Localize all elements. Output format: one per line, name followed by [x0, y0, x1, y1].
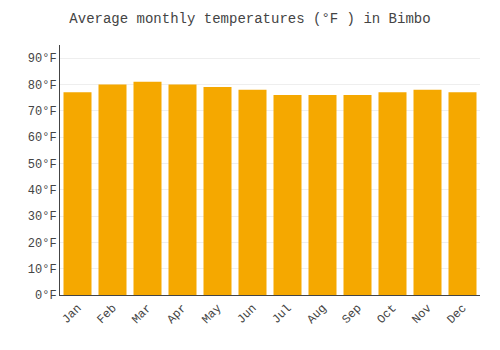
svg-text:50°F: 50°F	[28, 158, 57, 172]
svg-text:Apr: Apr	[164, 302, 189, 327]
svg-text:90°F: 90°F	[28, 52, 57, 66]
svg-text:Feb: Feb	[94, 302, 119, 327]
svg-text:Jan: Jan	[59, 302, 84, 327]
svg-text:Jul: Jul	[269, 302, 294, 327]
svg-text:Average monthly temperatures (: Average monthly temperatures (°F ) in Bi…	[69, 11, 430, 27]
svg-text:70°F: 70°F	[28, 105, 57, 119]
svg-text:40°F: 40°F	[28, 184, 57, 198]
svg-text:Mar: Mar	[129, 302, 154, 327]
svg-text:10°F: 10°F	[28, 263, 57, 277]
svg-text:Oct: Oct	[374, 302, 399, 327]
svg-text:80°F: 80°F	[28, 79, 57, 93]
svg-text:Sep: Sep	[339, 302, 364, 327]
svg-text:60°F: 60°F	[28, 131, 57, 145]
svg-text:30°F: 30°F	[28, 210, 57, 224]
svg-text:20°F: 20°F	[28, 237, 57, 251]
svg-text:May: May	[199, 302, 224, 327]
svg-text:Jun: Jun	[234, 302, 259, 327]
svg-text:Aug: Aug	[304, 302, 329, 327]
svg-text:Nov: Nov	[409, 302, 434, 327]
svg-text:Dec: Dec	[444, 302, 469, 327]
svg-text:0°F: 0°F	[35, 289, 57, 303]
